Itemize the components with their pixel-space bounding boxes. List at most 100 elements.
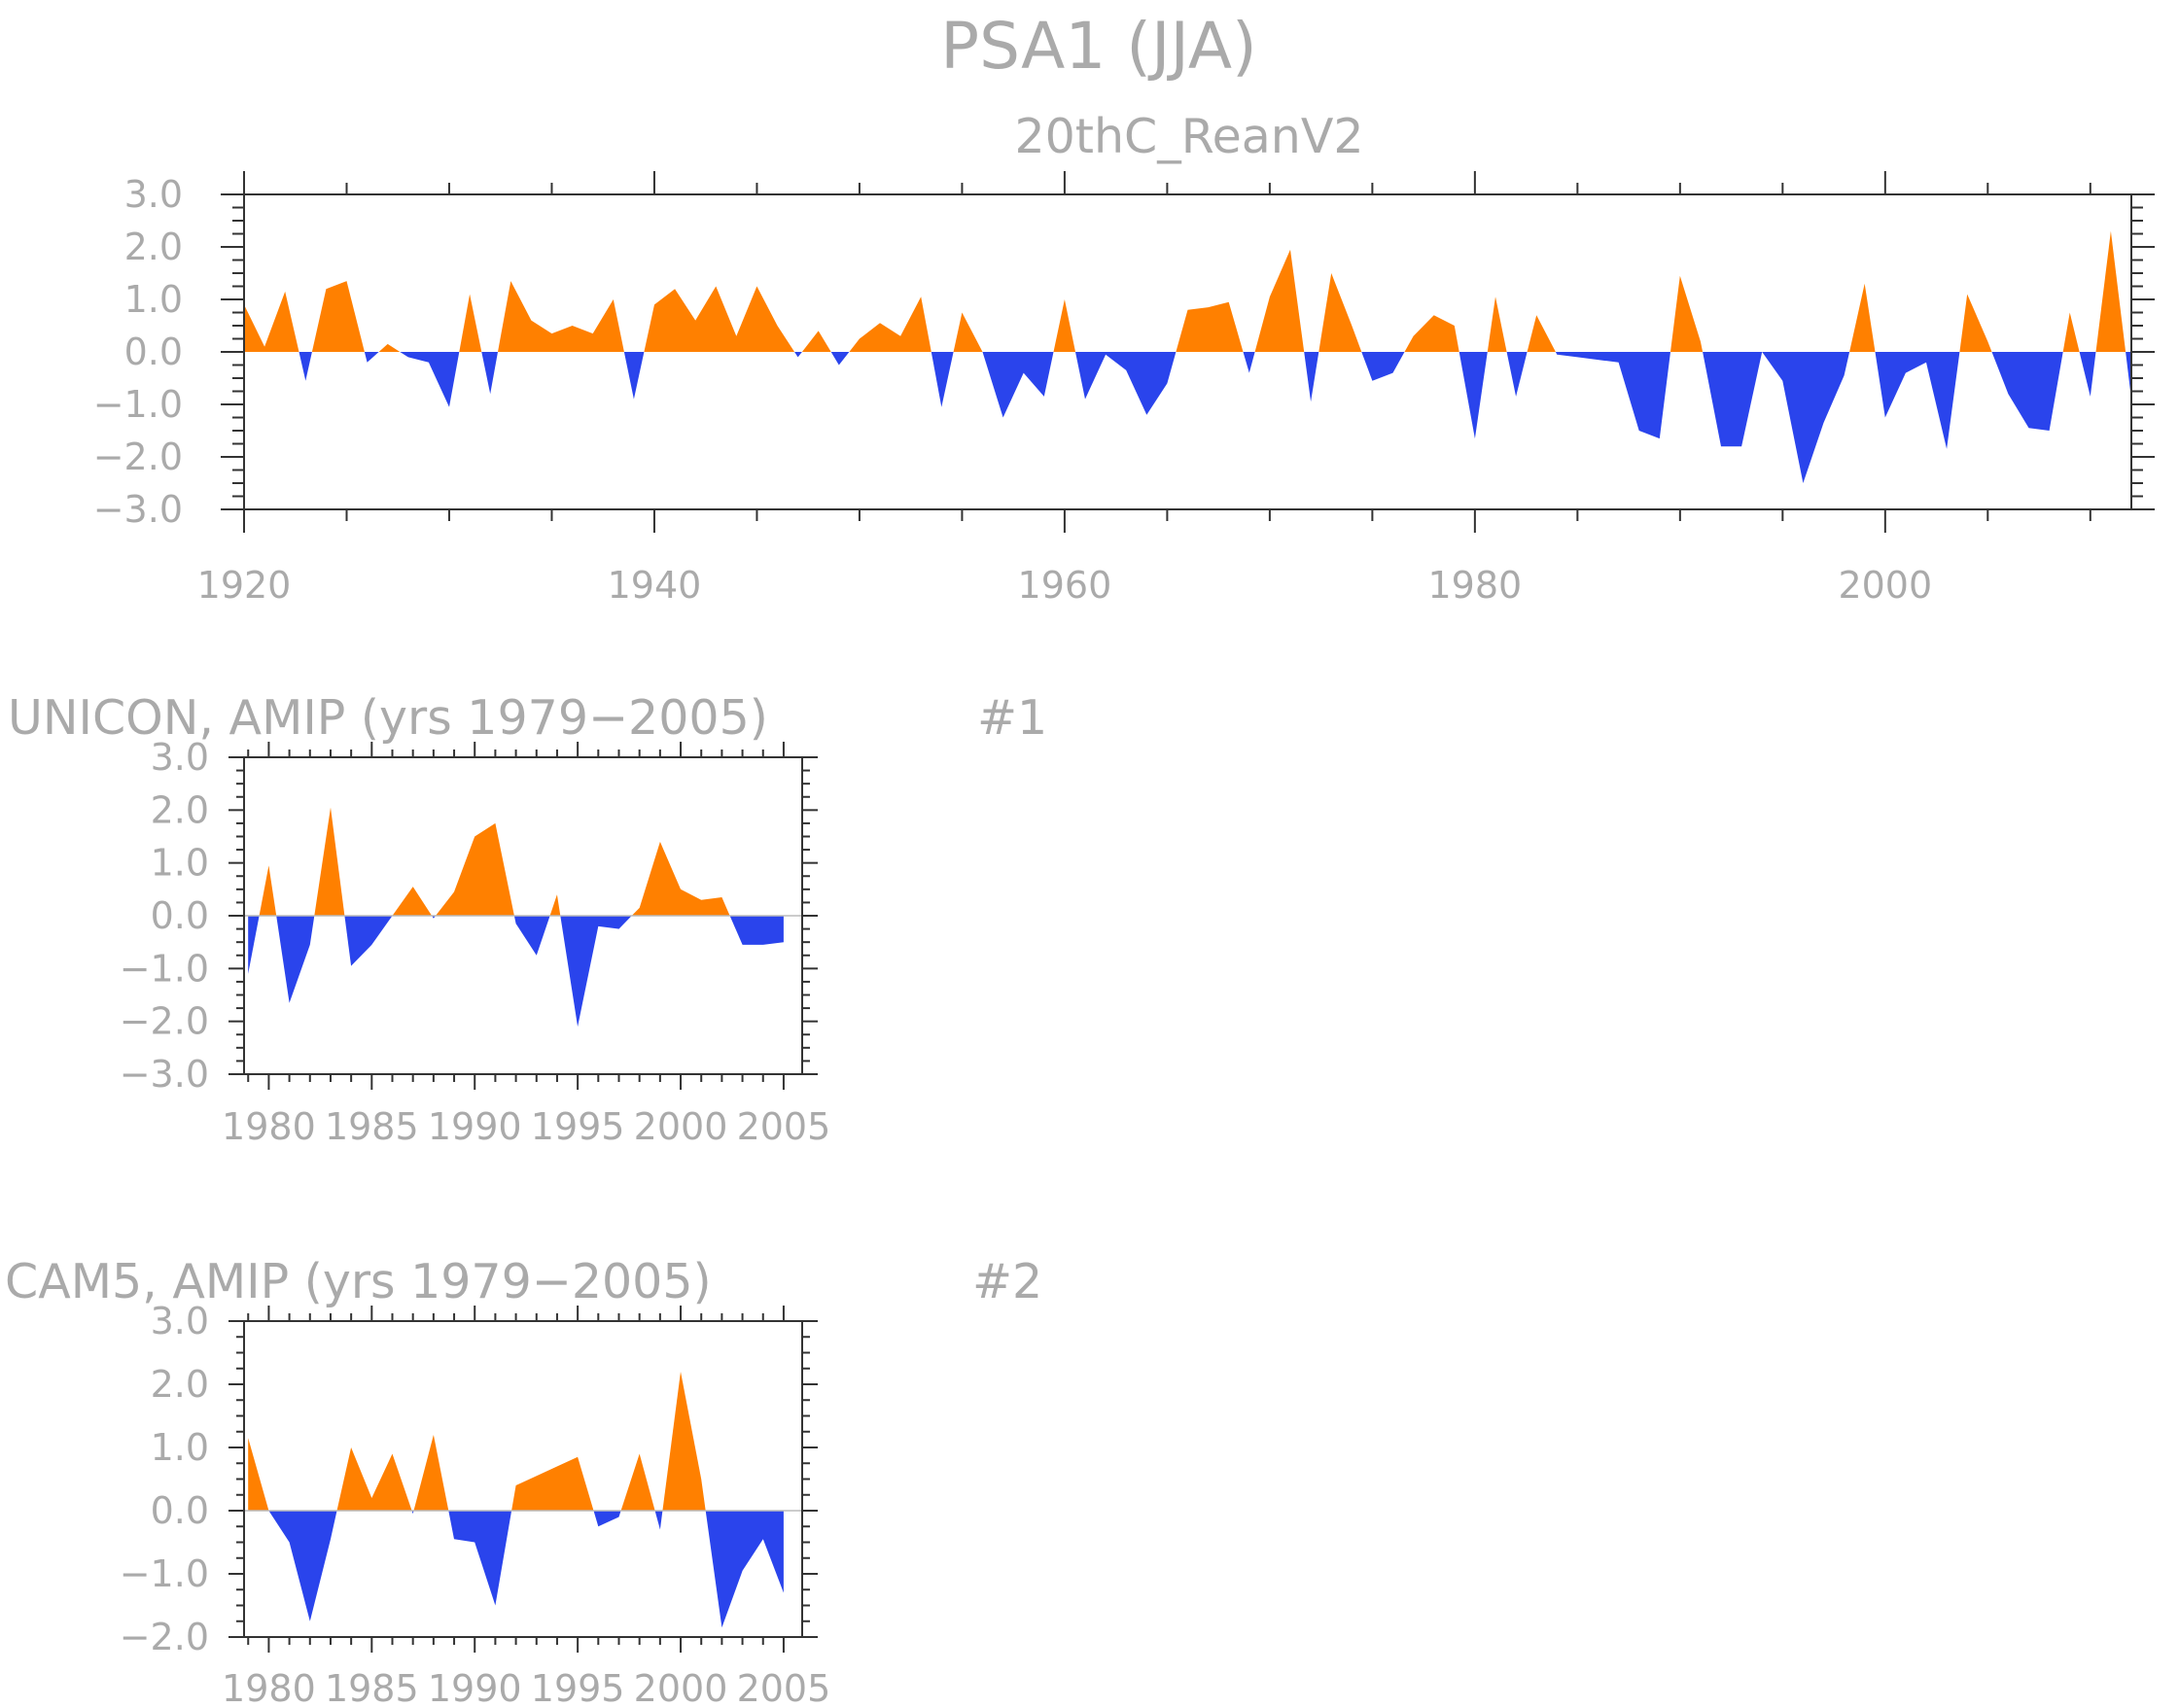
positive-area-38 <box>1959 294 1992 352</box>
negative-area-33 <box>1703 352 1763 447</box>
negative-area-17 <box>982 352 1054 418</box>
positive-area-2 <box>311 281 365 352</box>
y-tick-label-4: 1.0 <box>124 278 183 321</box>
x-tick-label-2: 1960 <box>1018 564 1112 607</box>
negative-area-31 <box>1555 352 1670 439</box>
x-tick-label-3: 1995 <box>531 1667 625 1708</box>
positive-area-36 <box>1849 283 1876 352</box>
x-tick-label-0: 1980 <box>222 1667 316 1708</box>
x-tick-label-5: 2005 <box>737 1105 831 1148</box>
negative-area-8 <box>513 916 550 956</box>
x-tick-label-3: 1980 <box>1428 564 1523 607</box>
x-tick-label-4: 2000 <box>634 1667 728 1708</box>
x-tick-label-2: 1990 <box>428 1667 522 1708</box>
positive-area-3 <box>314 807 345 916</box>
y-tick-label-0: −3.0 <box>93 488 183 531</box>
negative-area-7 <box>481 352 498 395</box>
panel-subtitle: 20thC_ReanV2 <box>1014 109 1363 164</box>
y-tick-label-6: 3.0 <box>151 736 209 779</box>
negative-area-9 <box>654 1511 663 1530</box>
y-tick-label-6: 3.0 <box>124 173 183 216</box>
positive-area-6 <box>459 294 482 352</box>
reanalysis-panel: 1920 1940 1960 1980 2000 −3.0 −2.0 −1.0 0.0 1.0 2.… <box>93 171 2155 607</box>
negative-area-29 <box>1506 352 1528 397</box>
negative-area-1 <box>299 352 312 381</box>
negative-area-0 <box>248 916 260 974</box>
unicon-panel: 1980 1985 1990 1995 2000 2005 −3.0 −2.0 −1.0 0.0 1… <box>120 736 831 1148</box>
negative-area-2 <box>276 916 315 1003</box>
x-tick-label-2: 1990 <box>428 1105 522 1148</box>
y-tick-label-2: −1.0 <box>120 947 209 990</box>
x-tick-label-0: 1920 <box>197 564 292 607</box>
positive-area-18 <box>1053 299 1075 352</box>
negative-area-43 <box>2126 352 2131 400</box>
negative-area-3 <box>411 1511 414 1515</box>
cam5-panel: 1980 1985 1990 1995 2000 2005 −2.0 −1.0 0.0 1.0 2.… <box>120 1300 831 1708</box>
y-tick-label-4: 2.0 <box>151 1363 209 1406</box>
x-tick-label-3: 1995 <box>531 1105 625 1148</box>
positive-area-28 <box>1487 296 1507 352</box>
x-tick-label-0: 1980 <box>222 1105 316 1148</box>
figure-title: PSA1 (JJA) <box>940 9 1256 84</box>
negative-area-10 <box>560 916 632 1028</box>
y-tick-label-0: −2.0 <box>120 1616 209 1658</box>
x-tick-label-1: 1940 <box>608 564 702 607</box>
negative-area-5 <box>400 352 460 407</box>
positive-area-8 <box>620 1453 655 1511</box>
x-tick-label-4: 2000 <box>1838 564 1932 607</box>
negative-area-11 <box>794 352 802 358</box>
positive-area-5 <box>392 887 433 916</box>
positive-area-20 <box>1176 301 1244 352</box>
positive-area-12 <box>801 331 831 352</box>
positive-area-11 <box>631 841 730 916</box>
y-tick-label-0: −3.0 <box>120 1053 209 1096</box>
positive-area-4 <box>378 343 401 352</box>
y-tick-label-1: −2.0 <box>93 436 183 478</box>
y-tick-label-5: 3.0 <box>151 1300 209 1342</box>
negative-area-19 <box>1075 352 1177 415</box>
x-tick-label-5: 2005 <box>737 1667 831 1708</box>
negative-area-41 <box>2079 352 2096 397</box>
positive-area-32 <box>1670 275 1704 352</box>
negative-area-7 <box>593 1511 621 1527</box>
positive-area-24 <box>1318 273 1362 352</box>
negative-area-12 <box>729 916 784 945</box>
positive-area-14 <box>849 296 931 352</box>
negative-area-23 <box>1304 352 1319 402</box>
x-tick-label-4: 2000 <box>634 1105 728 1148</box>
panel-title-unicon: UNICON, AMIP (yrs 1979−2005) <box>8 690 768 746</box>
positive-area-26 <box>1404 315 1459 352</box>
panel-label-unicon: #1 <box>977 690 1047 746</box>
negative-area-37 <box>1875 352 1960 449</box>
positive-area-0 <box>248 1438 269 1511</box>
positive-area-22 <box>1254 249 1305 352</box>
positive-area-9 <box>549 894 561 916</box>
y-tick-label-2: −1.0 <box>93 383 183 426</box>
positive-area-8 <box>498 281 624 352</box>
y-tick-label-3: 0.0 <box>151 894 209 937</box>
positive-area-30 <box>1527 315 1556 352</box>
x-tick-label-1: 1985 <box>325 1667 419 1708</box>
panel-title-cam5: CAM5, AMIP (yrs 1979−2005) <box>5 1254 712 1309</box>
y-tick-label-3: 1.0 <box>151 1426 209 1469</box>
positive-area-6 <box>511 1456 594 1511</box>
positive-area-4 <box>413 1435 449 1511</box>
negative-area-13 <box>830 352 850 366</box>
negative-area-5 <box>448 1511 512 1606</box>
negative-area-11 <box>705 1511 784 1628</box>
y-tick-label-1: −1.0 <box>120 1552 209 1595</box>
negative-area-3 <box>364 352 379 363</box>
positive-area-2 <box>336 1447 412 1511</box>
positive-area-0 <box>244 291 299 352</box>
positive-area-16 <box>953 312 983 352</box>
panel-label-cam5: #2 <box>972 1254 1042 1309</box>
positive-area-1 <box>259 865 277 916</box>
y-tick-label-5: 2.0 <box>124 226 183 268</box>
y-tick-label-2: 0.0 <box>151 1489 209 1532</box>
negative-area-21 <box>1243 352 1255 373</box>
negative-area-1 <box>268 1511 337 1621</box>
negative-area-4 <box>344 916 393 966</box>
negative-area-9 <box>623 352 645 400</box>
positive-area-42 <box>2095 230 2126 352</box>
